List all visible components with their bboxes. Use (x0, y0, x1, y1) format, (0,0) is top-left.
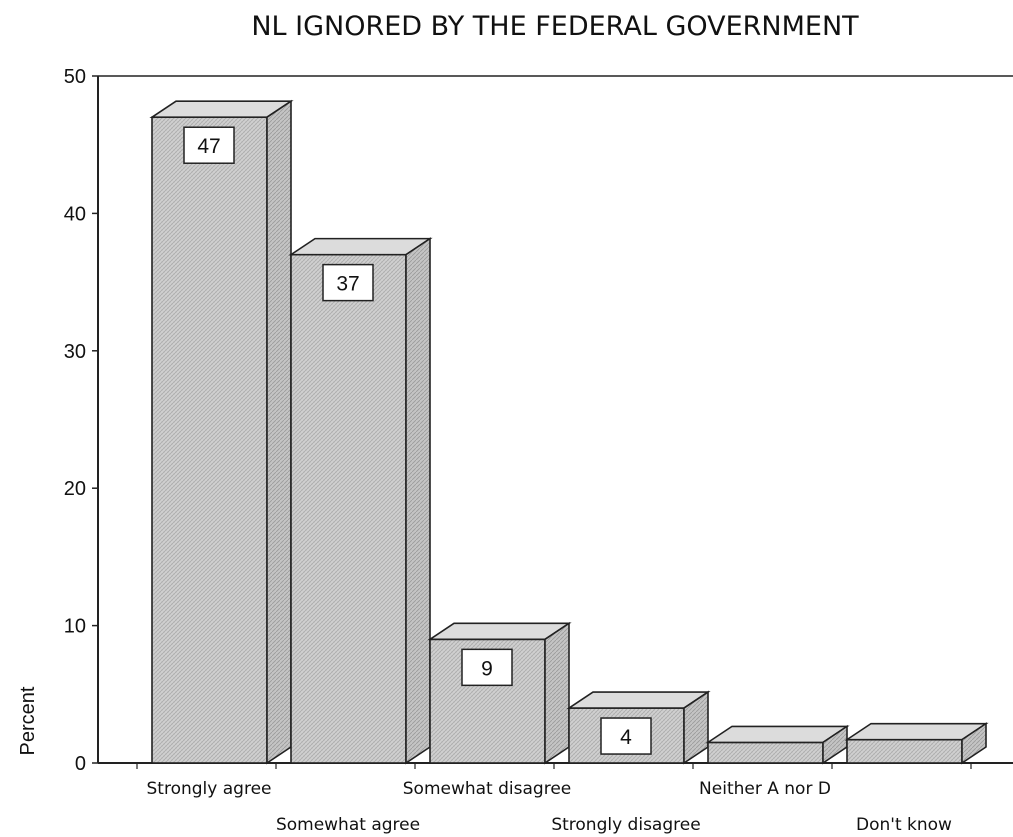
data-label-box (183, 126, 235, 164)
bar: 4 (566, 690, 711, 765)
category-label: Don't know (856, 815, 952, 835)
bar-face (707, 741, 824, 764)
bar-face (151, 116, 268, 764)
data-label-box (322, 263, 374, 302)
y-tick-label: 40 (64, 203, 86, 225)
bar-side (405, 237, 431, 765)
y-axis-label: Percent (17, 686, 39, 755)
category-label: Somewhat disagree (403, 779, 572, 799)
bars: 47 37 9 4 (149, 99, 989, 765)
category-label: Somewhat agree (276, 815, 420, 835)
bar (705, 724, 850, 765)
bar: 47 (149, 99, 294, 765)
y-tick-label: 30 (64, 341, 86, 363)
y-tick-label: 0 (75, 753, 86, 775)
category-label: Strongly agree (147, 779, 272, 799)
bar: 9 (427, 621, 572, 765)
chart-title: NL IGNORED BY THE FEDERAL GOVERNMENT (251, 11, 859, 42)
data-label: 4 (620, 726, 632, 749)
data-label-box (461, 648, 513, 687)
y-tick-label: 20 (64, 478, 86, 500)
bar-side (266, 99, 292, 765)
bar-side (961, 722, 987, 765)
category-label: Strongly disagree (551, 815, 700, 835)
bar-side (544, 621, 570, 765)
y-tick-label: 50 (64, 66, 86, 88)
data-label: 37 (336, 273, 359, 296)
data-label: 47 (197, 135, 220, 158)
data-label: 9 (481, 657, 493, 680)
bar: 37 (288, 237, 433, 765)
bar-face (290, 253, 407, 764)
category-label: Neither A nor D (699, 779, 831, 799)
bar-face (846, 738, 963, 764)
bar (844, 722, 989, 765)
y-tick-label: 10 (64, 616, 86, 638)
data-label-box (600, 717, 652, 755)
